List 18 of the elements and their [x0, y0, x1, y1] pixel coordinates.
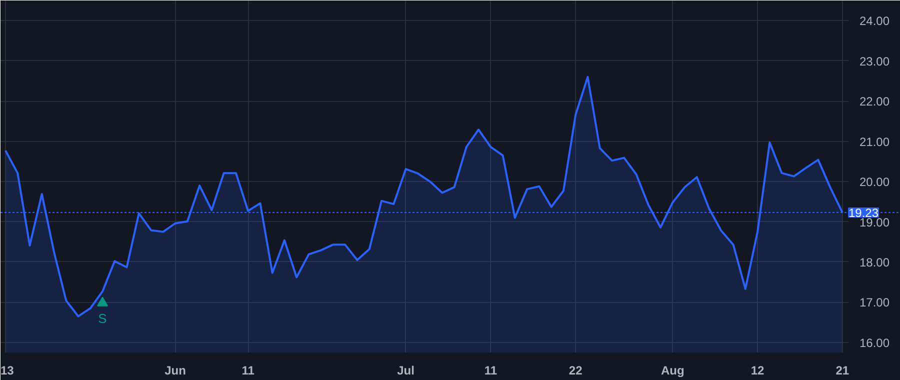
data-label: S [98, 311, 108, 326]
x-tick-label: Aug [660, 364, 684, 378]
y-tick-label: 16.00 [860, 336, 890, 350]
x-tick-label: Jul [397, 364, 414, 378]
x-tick-label: 21 [836, 364, 850, 378]
x-tick-label: 11 [242, 364, 255, 378]
y-tick-label: 21.00 [860, 134, 890, 149]
y-tick-label: 22.00 [860, 94, 890, 109]
y-tick-label: 23.00 [860, 54, 890, 68]
y-tick-label: 18.00 [860, 255, 890, 270]
y-tick-label: 17.00 [860, 296, 890, 310]
y-tick-label: 20.00 [860, 175, 890, 190]
x-tick-label: 11 [484, 364, 498, 378]
x-tick-label: 13 [0, 364, 14, 378]
x-tick-label: Jun [164, 364, 186, 378]
y-tick-label: 24.00 [860, 14, 890, 28]
x-tick-label: 22 [568, 364, 583, 378]
x-tick-label: 12 [750, 364, 765, 378]
